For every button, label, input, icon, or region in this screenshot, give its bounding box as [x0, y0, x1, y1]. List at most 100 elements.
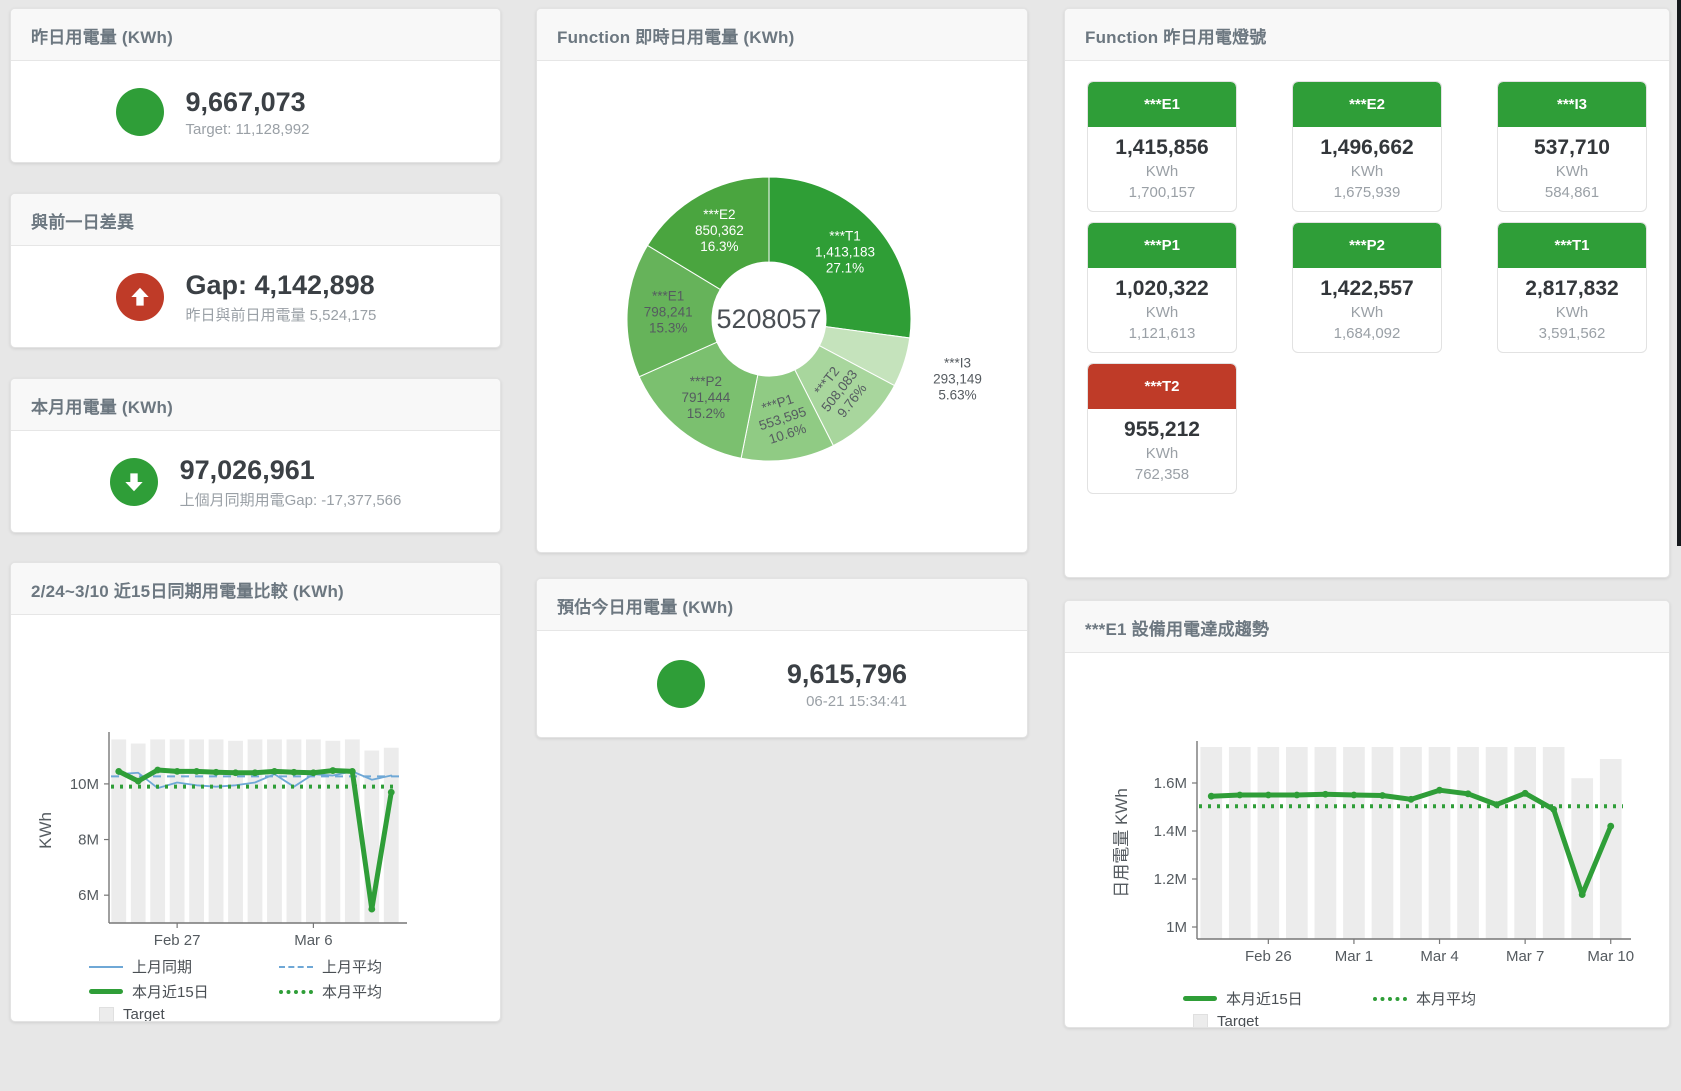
device-tile-unit: KWh — [1555, 304, 1589, 321]
legend-label: 本月近15日 — [1226, 991, 1303, 1008]
target-bar — [286, 739, 302, 923]
device-tile-label: ***E2 — [1293, 82, 1441, 127]
card-header: 本月用電量 (KWh) — [11, 379, 500, 431]
x-tick-label: Mar 1 — [1335, 948, 1373, 965]
target-bar — [344, 739, 360, 923]
legend-item[interactable]: Target — [89, 1006, 279, 1022]
data-point — [1207, 792, 1215, 800]
estimate-timestamp: 06-21 15:34:41 — [806, 693, 907, 710]
target-bar — [130, 743, 146, 923]
month-subtitle: 上個月同期用電Gap: -17,377,566 — [179, 491, 402, 509]
x-tick-label: Feb 26 — [1245, 948, 1292, 965]
arrow-down-circle-icon — [109, 457, 158, 506]
data-point — [115, 767, 123, 775]
lights-grid: ***E1 1,415,856 KWh 1,700,157 ***E2 1,496,662… — [1065, 61, 1669, 514]
card-month-usage: 本月用電量 (KWh) 97,026,961 上個月同期用電Gap: -17,3… — [10, 378, 501, 533]
data-point — [1379, 792, 1386, 799]
legend-line-swatch-icon — [1183, 996, 1217, 1001]
legend-item[interactable]: Target — [1183, 1013, 1373, 1027]
target-bar — [1286, 747, 1308, 939]
gap-value: Gap: 4,142,898 — [185, 269, 375, 300]
window-edge-scrollbar[interactable] — [1677, 0, 1681, 546]
device-tile-unit: KWh — [1350, 304, 1384, 321]
target-bar — [1228, 747, 1251, 939]
donut-slice-label: ***E2 850,362 16.3% — [695, 207, 744, 254]
device-tile[interactable]: ***I3 537,710 KWh 584,861 — [1497, 81, 1647, 212]
legend-item[interactable]: 上月平均 — [279, 956, 469, 977]
device-tile[interactable]: ***E2 1,496,662 KWh 1,675,939 — [1292, 81, 1442, 212]
card-header: Function 昨日用電燈號 — [1065, 9, 1669, 61]
x-tick-label: Mar 7 — [1506, 948, 1544, 965]
arrow-up-circle-icon — [115, 272, 164, 321]
donut-slice-label: ***T2508,0839.76% — [806, 357, 873, 424]
device-tile[interactable]: ***P2 1,422,557 KWh 1,684,092 — [1292, 222, 1442, 353]
card-day-gap: 與前一日差異 Gap: 4,142,898 昨日與前日用電量 5,524,175 — [10, 193, 501, 348]
card-yesterday-usage: 昨日用電量 (KWh) 9,667,073 Target: 11,128,992 — [10, 8, 501, 163]
yesterday-kpi: 9,667,073 Target: 11,128,992 — [11, 61, 500, 162]
donut-slice[interactable] — [768, 176, 912, 339]
legend-item[interactable]: 本月平均 — [279, 981, 469, 1002]
legend-item[interactable]: 本月近15日 — [89, 981, 279, 1002]
y-axis-label: KWh — [36, 812, 55, 849]
device-tile[interactable]: ***E1 1,415,856 KWh 1,700,157 — [1087, 81, 1237, 212]
month-value: 97,026,961 — [179, 454, 315, 485]
device-tile-target: 762,358 — [1134, 466, 1190, 483]
target-bar — [1200, 747, 1223, 939]
card-header: 預估今日用電量 (KWh) — [537, 579, 1027, 631]
y-tick-label: 1.6M — [1154, 775, 1187, 792]
data-point — [1607, 822, 1615, 830]
donut-slice-label: ***I3 293,149 5.63% — [933, 356, 982, 403]
donut-chart-canvas[interactable]: ***T1 1,413,183 27.1% ***I3 293,149 5.63% ***T… — [537, 61, 1027, 551]
data-point — [271, 767, 278, 775]
trend-chart-canvas[interactable]: 1M 1.2M 1.4M 1.6M Feb 26 Mar 1 Mar 4 Mar 7 Mar 1… — [1085, 677, 1651, 977]
data-point — [251, 769, 259, 777]
data-point — [1436, 786, 1443, 794]
y-tick-label: 8M — [78, 832, 99, 849]
target-bar — [1485, 747, 1508, 939]
device-tile-value: 1,415,856 — [1115, 136, 1209, 159]
donut-chart-title: Function 即時日用電量 (KWh) — [557, 28, 795, 47]
y-tick-label: 10M — [70, 776, 99, 793]
right-column: Function 昨日用電燈號 ***E1 1,415,856 KWh 1,700,1… — [1064, 0, 1670, 1028]
legend-item[interactable]: 上月同期 — [89, 956, 279, 977]
card-header: ***E1 設備用電達成趨勢 — [1065, 601, 1669, 653]
trend-chart-title: ***E1 設備用電達成趨勢 — [1085, 620, 1270, 639]
device-tile-unit: KWh — [1555, 163, 1589, 180]
device-tile[interactable]: ***P1 1,020,322 KWh 1,121,613 — [1087, 222, 1237, 353]
legend-label: 本月近15日 — [132, 984, 209, 1001]
device-tile-unit: KWh — [1145, 445, 1179, 462]
data-point — [1464, 790, 1472, 798]
device-tile[interactable]: ***T1 2,817,832 KWh 3,591,562 — [1497, 222, 1647, 353]
legend-line-swatch-icon — [1373, 996, 1407, 1001]
device-tile-value: 955,212 — [1124, 418, 1200, 441]
data-point — [232, 769, 239, 777]
legend-label: Target — [123, 1006, 165, 1022]
legend-item[interactable]: 本月平均 — [1373, 988, 1563, 1009]
donut-slice-label: ***P2 791,444 15.2% — [681, 374, 730, 421]
legend-row: Target — [1183, 1013, 1669, 1027]
y-tick-label: 1.4M — [1154, 823, 1187, 840]
legend-line-swatch-icon — [89, 989, 123, 994]
donut-slice-label: ***T1 1,413,183 27.1% — [815, 229, 875, 276]
device-tile[interactable]: ***T2 955,212 KWh 762,358 — [1087, 363, 1237, 494]
legend-item[interactable]: 本月近15日 — [1183, 988, 1373, 1009]
target-bar — [1257, 747, 1280, 939]
donut-slice[interactable] — [638, 341, 759, 459]
legend-line-swatch-icon — [89, 965, 123, 968]
compare-chart-canvas[interactable]: 6M 8M 10M Feb 27 Mar 6 KWh — [21, 643, 492, 949]
device-tile-label: ***E1 — [1088, 82, 1236, 127]
legend-label: 上月平均 — [322, 959, 383, 976]
trend-chart-legend: 本月近15日 本月平均 Target — [1183, 988, 1669, 1027]
data-point — [310, 769, 317, 777]
target-bar — [383, 747, 399, 923]
device-tile-target: 584,861 — [1544, 184, 1600, 201]
donut-slice[interactable] — [626, 244, 721, 378]
data-point — [290, 768, 298, 776]
legend-line-swatch-icon — [279, 989, 313, 994]
x-tick-label: Feb 27 — [154, 932, 201, 945]
device-tile-target: 1,684,092 — [1333, 325, 1401, 342]
legend-row: 本月近15日 本月平均 — [89, 981, 500, 1002]
donut-slice[interactable] — [646, 176, 770, 291]
card-realtime-donut: Function 即時日用電量 (KWh) ***T1 1,413,183 27.1… — [536, 8, 1028, 553]
legend-row: 上月同期 上月平均 — [89, 956, 500, 977]
